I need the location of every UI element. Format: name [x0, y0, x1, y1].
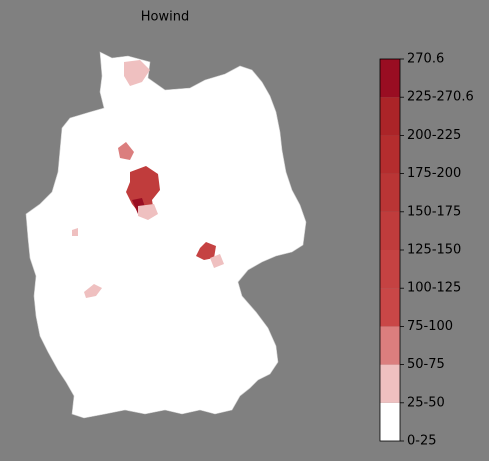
- colorbar-segment: [380, 211, 400, 250]
- colorbar-segment: [380, 97, 400, 136]
- colorbar-label: 225-270.6: [407, 90, 474, 105]
- colorbar-segment: [380, 173, 400, 212]
- map: [25, 51, 307, 419]
- colorbar-label: 50-75: [407, 357, 445, 372]
- colorbar-segment: [380, 364, 400, 403]
- colorbar-label: 200-225: [407, 128, 461, 143]
- region-center-south: [138, 204, 158, 220]
- colorbar: 0-25 25-50 50-75 75-100 100-125 125-150 150-17…: [379, 52, 474, 449]
- colorbar-segment: [380, 326, 400, 365]
- colorbar-label: 270.6: [407, 52, 444, 67]
- region-southwest: [84, 284, 102, 298]
- colorbar-label: 175-200: [407, 166, 461, 181]
- region-west-center: [118, 142, 134, 160]
- colorbar-segment: [380, 402, 400, 441]
- colorbar-label: 75-100: [407, 319, 453, 334]
- colorbar-segment: [380, 250, 400, 289]
- region-west: [72, 228, 78, 236]
- colorbar-label: 125-150: [407, 243, 461, 258]
- colorbar-label: 150-175: [407, 204, 461, 219]
- colorbar-segment: [380, 135, 400, 174]
- region-east: [196, 242, 216, 260]
- region-north: [124, 60, 150, 86]
- colorbar-label: 25-50: [407, 395, 445, 410]
- map-title: Howind: [141, 10, 189, 25]
- colorbar-label: 0-25: [407, 434, 437, 449]
- colorbar-segment: [380, 288, 400, 327]
- region-east-south: [210, 254, 224, 268]
- colorbar-segment: [380, 59, 400, 98]
- germany-outline: [25, 51, 307, 419]
- colorbar-label: 100-125: [407, 281, 461, 296]
